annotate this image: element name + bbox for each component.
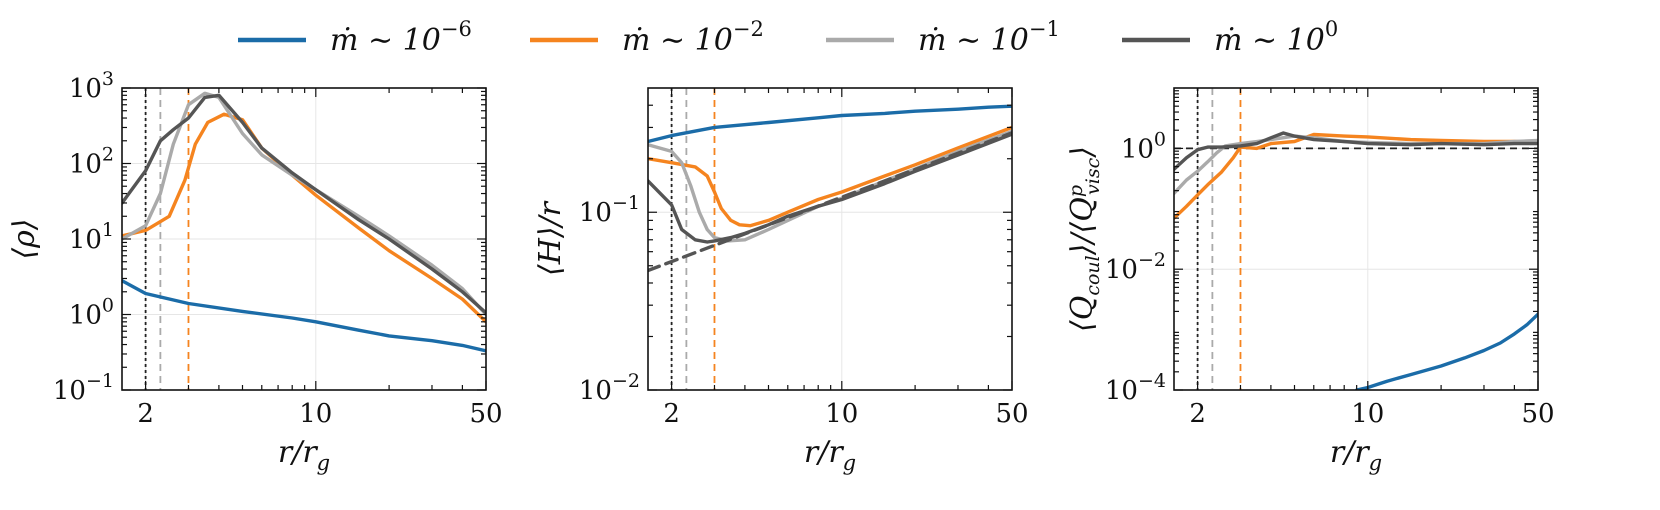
legend-label: ṁ ∼ 10−1 <box>918 17 1060 58</box>
y-tick-label: 101 <box>69 219 114 255</box>
y-tick-label: 102 <box>69 144 114 180</box>
y-axis-label: ⟨ρ⟩ <box>7 218 42 259</box>
x-axis-label: r/rg <box>1330 435 1382 475</box>
series-line <box>122 91 486 317</box>
panel-density: 2 10 50 10−1 100 101 102 103 r/rg ⟨ρ⟩ <box>7 68 503 475</box>
y-tick-label: 10−1 <box>53 370 114 406</box>
panel-heating-ratio: 2 10 50 10−4 10−2 100 r/rg ⟨Qcoul⟩/⟨Qpvisc⟩ <box>1065 87 1555 475</box>
y-tick-label: 103 <box>69 68 114 104</box>
y-tick-label: 10−4 <box>1105 370 1166 406</box>
panel-scale-height: 2 10 50 10−2 10−1 r/rg ⟨H⟩/r <box>533 87 1029 475</box>
series-line <box>1174 131 1538 172</box>
series-line <box>1174 132 1538 220</box>
legend-label: ṁ ∼ 10−2 <box>622 17 764 58</box>
legend-item: ṁ ∼ 10−6 <box>238 17 472 58</box>
y-tick-label: 10−1 <box>579 192 640 228</box>
plot-area <box>122 88 486 390</box>
axes-frame <box>1173 87 1539 391</box>
x-tick-label: 2 <box>137 399 154 429</box>
x-tick-label: 10 <box>299 399 332 429</box>
plot-area <box>648 88 1012 390</box>
legend-item: ṁ ∼ 100 <box>1122 17 1338 58</box>
series-line <box>648 129 1012 243</box>
plot-area <box>1174 88 1538 390</box>
series-line <box>1354 312 1538 390</box>
x-tick-label: 50 <box>995 399 1028 429</box>
series-line <box>122 93 486 315</box>
series-line <box>648 125 1012 228</box>
legend-label: ṁ ∼ 100 <box>1214 17 1338 58</box>
x-tick-label: 10 <box>825 399 858 429</box>
x-tick-label: 10 <box>1351 399 1384 429</box>
y-tick-label: 100 <box>69 295 114 331</box>
axes-frame <box>647 87 1013 391</box>
x-tick-label: 50 <box>469 399 502 429</box>
series-line <box>122 112 486 324</box>
legend-label: ṁ ∼ 10−6 <box>330 17 472 58</box>
y-axis-label: ⟨H⟩/r <box>533 200 568 276</box>
y-tick-label: 100 <box>1121 128 1166 164</box>
y-tick-label: 10−2 <box>1105 249 1166 285</box>
series-line <box>122 279 486 353</box>
x-axis-label: r/rg <box>804 435 856 475</box>
x-tick-label: 2 <box>663 399 680 429</box>
legend-item: ṁ ∼ 10−2 <box>530 17 764 58</box>
y-axis-label: ⟨Qcoul⟩/⟨Qpvisc⟩ <box>1065 146 1104 332</box>
series-line <box>648 131 1012 273</box>
x-tick-label: 2 <box>1189 399 1206 429</box>
x-tick-label: 50 <box>1521 399 1554 429</box>
series-line <box>648 104 1012 144</box>
x-axis-label: r/rg <box>278 435 330 475</box>
legend-item: ṁ ∼ 10−1 <box>826 17 1060 58</box>
y-tick-label: 10−2 <box>579 370 640 406</box>
legend: ṁ ∼ 10−6 ṁ ∼ 10−2 ṁ ∼ 10−1 ṁ ∼ 100 <box>238 17 1338 58</box>
